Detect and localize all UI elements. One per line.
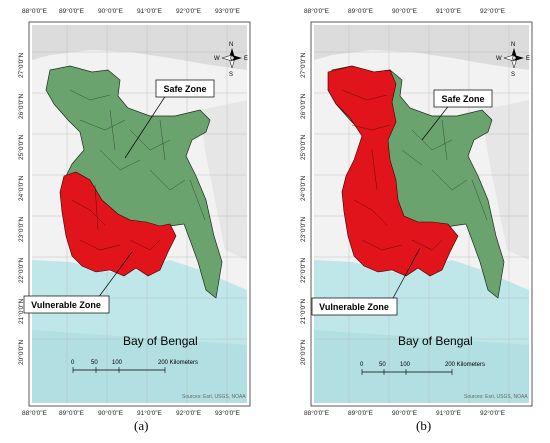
- scale-bar: 0 50 100 200 Kilometers: [71, 360, 198, 373]
- bottom-tick: 92°0'0"E: [176, 410, 201, 417]
- svg-text:100: 100: [400, 362, 411, 368]
- bottom-tick: 93°0'0"E: [215, 410, 240, 417]
- left-tick: 23°0'0"N: [300, 216, 307, 242]
- map-panel-a: N S W E Safe Zone Vulnerable Zone Bay of…: [10, 0, 258, 438]
- compass-n: N: [229, 42, 233, 48]
- bay-of-bengal-label: Bay of Bengal: [398, 334, 473, 348]
- panel-caption: (b): [416, 418, 432, 433]
- sources-credit: Sources: Esri, USGS, NOAA: [464, 394, 528, 400]
- compass-e: E: [244, 56, 248, 62]
- top-tick: 90°0'0"E: [98, 8, 123, 15]
- left-tick: 22°0'0"N: [300, 257, 307, 283]
- compass-s: S: [229, 72, 233, 78]
- bottom-tick: 88°0'0"E: [304, 410, 329, 417]
- left-tick: 20°0'0"N: [300, 339, 307, 365]
- svg-text:200 Kilometers: 200 Kilometers: [158, 360, 198, 366]
- left-tick: 24°0'0"N: [18, 175, 25, 201]
- bottom-tick: 88°0'0"E: [22, 410, 47, 417]
- top-tick: 88°0'0"E: [304, 8, 329, 15]
- panel-caption: (a): [134, 418, 149, 433]
- compass-w: W: [496, 56, 502, 62]
- left-tick: 22°0'0"N: [18, 257, 25, 283]
- svg-text:0: 0: [360, 362, 364, 368]
- top-tick: 91°0'0"E: [436, 8, 461, 15]
- left-tick: 21°0'0"N: [18, 298, 25, 324]
- top-tick: 89°0'0"E: [59, 8, 84, 15]
- left-tick: 25°0'0"N: [18, 134, 25, 160]
- bottom-tick: 89°0'0"E: [348, 410, 373, 417]
- bay-of-bengal-label: Bay of Bengal: [123, 334, 198, 348]
- scale-bar: 0 50 100 200 Kilometers: [360, 362, 485, 375]
- bottom-tick: 91°0'0"E: [137, 410, 162, 417]
- map-svg-b: N S W E Safe Zone Vulnerable Zone Bay of…: [292, 0, 540, 438]
- sources-credit: Sources: Esri, USGS, NOAA: [182, 394, 246, 400]
- left-tick: 20°0'0"N: [18, 339, 25, 365]
- svg-text:50: 50: [91, 360, 98, 366]
- left-tick: 26°0'0"N: [300, 93, 307, 119]
- top-tick: 88°0'0"E: [22, 8, 47, 15]
- compass-s: S: [511, 72, 515, 78]
- left-tick: 21°0'0"N: [300, 298, 307, 324]
- safe-zone-label: Safe Zone: [441, 94, 484, 104]
- svg-text:200 Kilometers: 200 Kilometers: [445, 362, 485, 368]
- svg-text:50: 50: [379, 362, 386, 368]
- terrain-hills: [32, 25, 247, 70]
- region-vulnerable: [59, 171, 177, 277]
- vulnerable-zone-label: Vulnerable Zone: [31, 300, 101, 310]
- compass-w: W: [214, 56, 220, 62]
- compass-rose-icon: N S W E: [214, 42, 248, 78]
- map-panel-b: N S W E Safe Zone Vulnerable Zone Bay of…: [292, 0, 540, 438]
- vulnerable-zone-label: Vulnerable Zone: [319, 302, 389, 312]
- left-tick: 27°0'0"N: [300, 52, 307, 78]
- bottom-tick: 90°0'0"E: [98, 410, 123, 417]
- left-tick: 26°0'0"N: [18, 93, 25, 119]
- compass-e: E: [526, 56, 530, 62]
- bottom-tick: 92°0'0"E: [480, 410, 505, 417]
- top-tick: 93°0'0"E: [215, 8, 240, 15]
- bottom-tick: 89°0'0"E: [59, 410, 84, 417]
- bottom-tick: 91°0'0"E: [436, 410, 461, 417]
- left-tick: 27°0'0"N: [18, 52, 25, 78]
- top-tick: 89°0'0"E: [348, 8, 373, 15]
- map-svg-a: N S W E Safe Zone Vulnerable Zone Bay of…: [10, 0, 258, 438]
- safe-zone-label: Safe Zone: [163, 84, 206, 94]
- left-tick: 25°0'0"N: [300, 134, 307, 160]
- left-tick: 23°0'0"N: [18, 216, 25, 242]
- top-tick: 91°0'0"E: [137, 8, 162, 15]
- terrain-east: [200, 100, 247, 260]
- left-tick: 24°0'0"N: [300, 175, 307, 201]
- bottom-tick: 90°0'0"E: [392, 410, 417, 417]
- top-tick: 92°0'0"E: [176, 8, 201, 15]
- svg-text:100: 100: [112, 360, 123, 366]
- compass-rose-icon: N S W E: [496, 42, 530, 78]
- top-tick: 90°0'0"E: [392, 8, 417, 15]
- top-tick: 92°0'0"E: [480, 8, 505, 15]
- compass-n: N: [511, 42, 515, 48]
- svg-text:0: 0: [71, 360, 75, 366]
